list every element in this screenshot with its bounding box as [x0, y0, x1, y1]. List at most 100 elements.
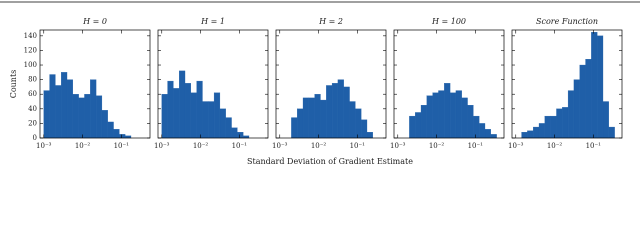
x-tick-label: 10⁻³ — [154, 142, 170, 150]
bar — [213, 92, 221, 139]
bar — [544, 115, 551, 139]
bar — [484, 129, 491, 139]
bar — [361, 119, 368, 139]
bar — [562, 107, 569, 139]
bar — [308, 97, 315, 139]
plot-frame — [157, 29, 269, 139]
bar — [521, 132, 528, 139]
y-axis-label: Counts — [9, 70, 18, 99]
bar — [556, 108, 563, 139]
bar — [409, 115, 416, 139]
bar — [343, 86, 350, 139]
bar — [231, 127, 238, 139]
x-tick-label: 10⁻² — [429, 142, 445, 150]
y-tick-label: 80 — [28, 76, 37, 84]
x-tick-label: 10⁻³ — [272, 142, 288, 150]
y-tick-label: 100 — [24, 61, 37, 69]
bar — [161, 94, 168, 139]
bar — [84, 94, 91, 139]
bar — [461, 97, 468, 139]
plot-frame — [39, 29, 151, 139]
bar — [61, 72, 68, 139]
x-tick-label: 10⁻¹ — [350, 142, 366, 150]
bar — [101, 110, 108, 139]
x-tick-label: 10⁻¹ — [232, 142, 248, 150]
panel-title: H = 2 — [318, 17, 343, 26]
bar — [184, 83, 191, 139]
bar — [219, 108, 226, 139]
y-tick-label: 140 — [24, 32, 37, 40]
bar — [208, 101, 215, 139]
bar — [196, 80, 203, 139]
bar — [550, 115, 557, 139]
bar — [190, 92, 197, 139]
bar — [179, 70, 186, 139]
bar — [355, 108, 362, 139]
bar — [538, 123, 545, 139]
bar — [579, 64, 586, 139]
bar — [119, 134, 126, 139]
bar — [202, 101, 209, 139]
bar — [113, 129, 120, 139]
bar — [320, 99, 327, 139]
y-tick-label: 60 — [28, 90, 37, 98]
x-tick-label: 10⁻² — [547, 142, 563, 150]
bar — [66, 79, 73, 139]
bar — [420, 105, 427, 139]
bar — [95, 95, 103, 139]
bar — [291, 117, 298, 139]
panel-title: H = 0 — [82, 17, 107, 26]
bar — [608, 126, 615, 139]
bar — [43, 90, 50, 139]
bar — [527, 130, 534, 139]
bar — [444, 83, 451, 139]
figure: Standard Deviation of Gradient Estimate … — [0, 1, 640, 166]
bar — [173, 88, 180, 139]
bar — [107, 121, 114, 139]
bar — [302, 97, 309, 139]
y-tick-label: 40 — [28, 105, 37, 113]
bar — [602, 101, 609, 139]
x-tick-label: 10⁻¹ — [114, 142, 130, 150]
bar — [314, 94, 321, 139]
x-tick-label: 10⁻² — [75, 142, 91, 150]
bar — [167, 80, 174, 139]
bar — [237, 132, 244, 139]
bar — [597, 35, 604, 139]
bar — [591, 32, 598, 139]
bar — [349, 101, 356, 139]
x-tick-label: 10⁻² — [311, 142, 327, 150]
bar — [438, 90, 445, 139]
y-tick-label: 120 — [24, 46, 37, 54]
bar — [449, 92, 457, 139]
bar — [432, 92, 439, 139]
bar — [473, 115, 480, 139]
x-tick-label: 10⁻² — [193, 142, 209, 150]
bar — [78, 97, 85, 139]
panel-title: Score Function — [536, 17, 598, 26]
bar — [326, 85, 333, 139]
plot-frame — [275, 29, 387, 139]
plot-frame — [511, 29, 623, 139]
page: Standard Deviation of Gradient Estimate … — [0, 1, 640, 166]
bar — [573, 79, 580, 139]
bar — [585, 59, 592, 139]
x-tick-label: 10⁻³ — [390, 142, 406, 150]
bar — [567, 90, 575, 139]
panel-title: H = 1 — [200, 17, 225, 26]
bar — [331, 83, 339, 139]
bar — [467, 105, 474, 139]
bar — [72, 94, 79, 139]
bar — [366, 132, 373, 139]
y-tick-label: 20 — [28, 119, 37, 127]
bar — [455, 90, 462, 139]
y-tick-label: 0 — [33, 134, 37, 142]
bar — [415, 112, 422, 139]
x-tick-label: 10⁻¹ — [468, 142, 484, 150]
x-tick-label: 10⁻³ — [508, 142, 524, 150]
x-tick-label: 10⁻³ — [36, 142, 52, 150]
bar — [297, 108, 304, 139]
x-tick-label: 10⁻¹ — [586, 142, 602, 150]
bar — [490, 134, 497, 139]
bar — [337, 79, 344, 139]
